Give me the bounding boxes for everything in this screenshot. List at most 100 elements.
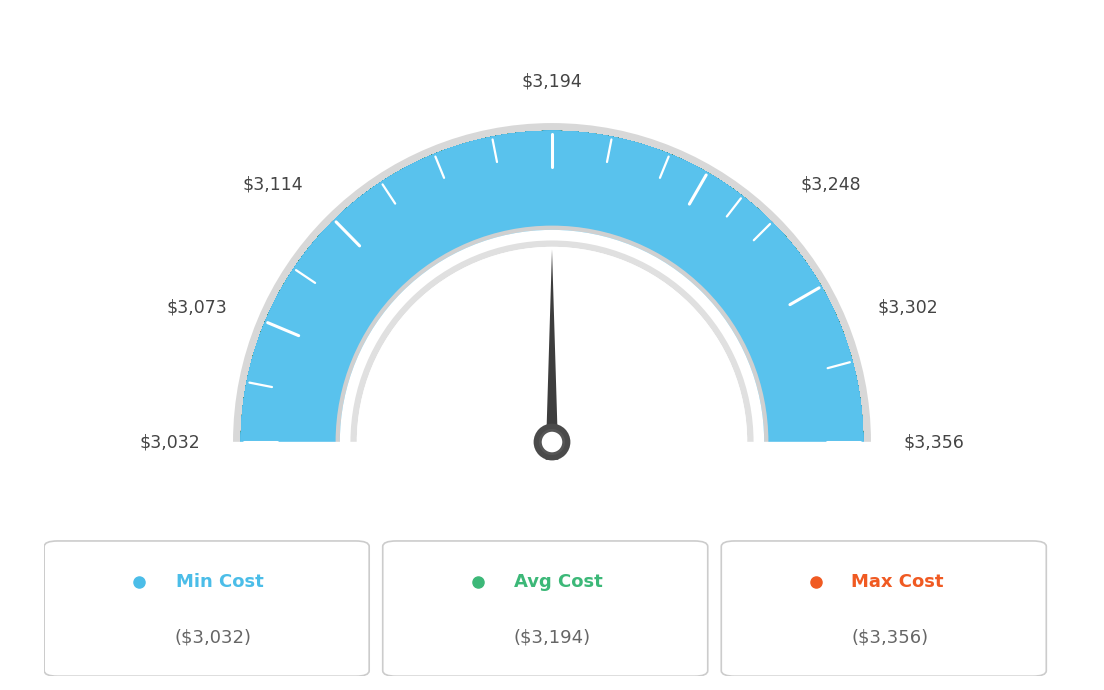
- Wedge shape: [241, 131, 863, 690]
- Wedge shape: [241, 131, 863, 690]
- Wedge shape: [241, 131, 863, 690]
- Wedge shape: [241, 131, 863, 690]
- Wedge shape: [241, 131, 863, 690]
- Wedge shape: [241, 131, 863, 690]
- Wedge shape: [241, 131, 863, 690]
- Wedge shape: [241, 131, 863, 690]
- Wedge shape: [241, 131, 863, 690]
- Wedge shape: [241, 131, 863, 690]
- Wedge shape: [241, 131, 863, 690]
- Wedge shape: [241, 131, 863, 690]
- Wedge shape: [241, 131, 863, 690]
- Wedge shape: [241, 131, 863, 690]
- Wedge shape: [241, 131, 863, 690]
- Wedge shape: [241, 131, 863, 690]
- Wedge shape: [241, 131, 863, 690]
- Wedge shape: [241, 131, 863, 690]
- Wedge shape: [241, 131, 863, 690]
- Wedge shape: [241, 131, 863, 690]
- Wedge shape: [241, 131, 863, 690]
- Text: $3,248: $3,248: [800, 175, 861, 193]
- Wedge shape: [241, 131, 863, 690]
- Wedge shape: [241, 131, 863, 690]
- Wedge shape: [241, 131, 863, 690]
- Wedge shape: [241, 131, 863, 690]
- Wedge shape: [241, 131, 863, 690]
- Wedge shape: [241, 131, 863, 690]
- Wedge shape: [241, 131, 863, 690]
- Wedge shape: [241, 131, 863, 690]
- Wedge shape: [241, 131, 863, 690]
- Wedge shape: [241, 131, 863, 690]
- Wedge shape: [241, 131, 863, 690]
- Wedge shape: [241, 131, 863, 690]
- Wedge shape: [241, 131, 863, 690]
- Wedge shape: [241, 131, 863, 690]
- Wedge shape: [241, 131, 863, 690]
- Wedge shape: [241, 131, 863, 690]
- Wedge shape: [241, 131, 863, 690]
- Wedge shape: [241, 131, 863, 690]
- Wedge shape: [241, 131, 863, 690]
- Wedge shape: [241, 131, 863, 690]
- Text: ($3,194): ($3,194): [513, 629, 591, 647]
- Wedge shape: [241, 131, 863, 690]
- Wedge shape: [241, 131, 863, 690]
- Wedge shape: [241, 131, 863, 690]
- Wedge shape: [241, 131, 863, 690]
- Wedge shape: [241, 131, 863, 690]
- Wedge shape: [241, 131, 863, 690]
- Wedge shape: [241, 131, 863, 690]
- Wedge shape: [241, 131, 863, 690]
- Wedge shape: [241, 131, 863, 690]
- Wedge shape: [241, 131, 863, 690]
- Wedge shape: [241, 131, 863, 690]
- Wedge shape: [241, 131, 863, 690]
- Wedge shape: [241, 131, 863, 690]
- Wedge shape: [241, 131, 863, 690]
- Wedge shape: [241, 131, 863, 690]
- Text: ($3,032): ($3,032): [174, 629, 252, 647]
- Wedge shape: [241, 131, 863, 690]
- Wedge shape: [241, 131, 863, 690]
- Wedge shape: [241, 131, 863, 690]
- Wedge shape: [241, 131, 863, 690]
- Wedge shape: [241, 131, 863, 690]
- Wedge shape: [241, 131, 863, 690]
- Wedge shape: [241, 131, 863, 690]
- Wedge shape: [241, 131, 863, 690]
- Wedge shape: [241, 131, 863, 690]
- Wedge shape: [241, 131, 863, 690]
- Wedge shape: [241, 131, 863, 690]
- Wedge shape: [241, 131, 863, 690]
- Text: $3,356: $3,356: [904, 433, 965, 451]
- Wedge shape: [241, 131, 863, 690]
- Wedge shape: [241, 131, 863, 690]
- Wedge shape: [241, 131, 863, 690]
- Wedge shape: [241, 131, 863, 690]
- Wedge shape: [241, 131, 863, 690]
- Wedge shape: [241, 131, 863, 690]
- Wedge shape: [241, 131, 863, 690]
- Text: Min Cost: Min Cost: [177, 573, 264, 591]
- Wedge shape: [241, 131, 863, 690]
- Wedge shape: [241, 131, 863, 690]
- Wedge shape: [241, 131, 863, 690]
- Wedge shape: [241, 131, 863, 690]
- Wedge shape: [241, 131, 863, 690]
- Wedge shape: [241, 131, 863, 690]
- Wedge shape: [241, 131, 863, 690]
- Wedge shape: [241, 131, 863, 690]
- Wedge shape: [241, 131, 863, 690]
- Wedge shape: [241, 131, 863, 690]
- Wedge shape: [241, 131, 863, 690]
- Wedge shape: [241, 131, 863, 690]
- Text: $3,073: $3,073: [167, 298, 227, 317]
- Wedge shape: [241, 131, 863, 690]
- Text: $3,302: $3,302: [877, 298, 937, 317]
- Wedge shape: [241, 131, 863, 690]
- Wedge shape: [241, 131, 863, 690]
- Wedge shape: [241, 131, 863, 690]
- Wedge shape: [241, 131, 863, 690]
- Wedge shape: [241, 131, 863, 690]
